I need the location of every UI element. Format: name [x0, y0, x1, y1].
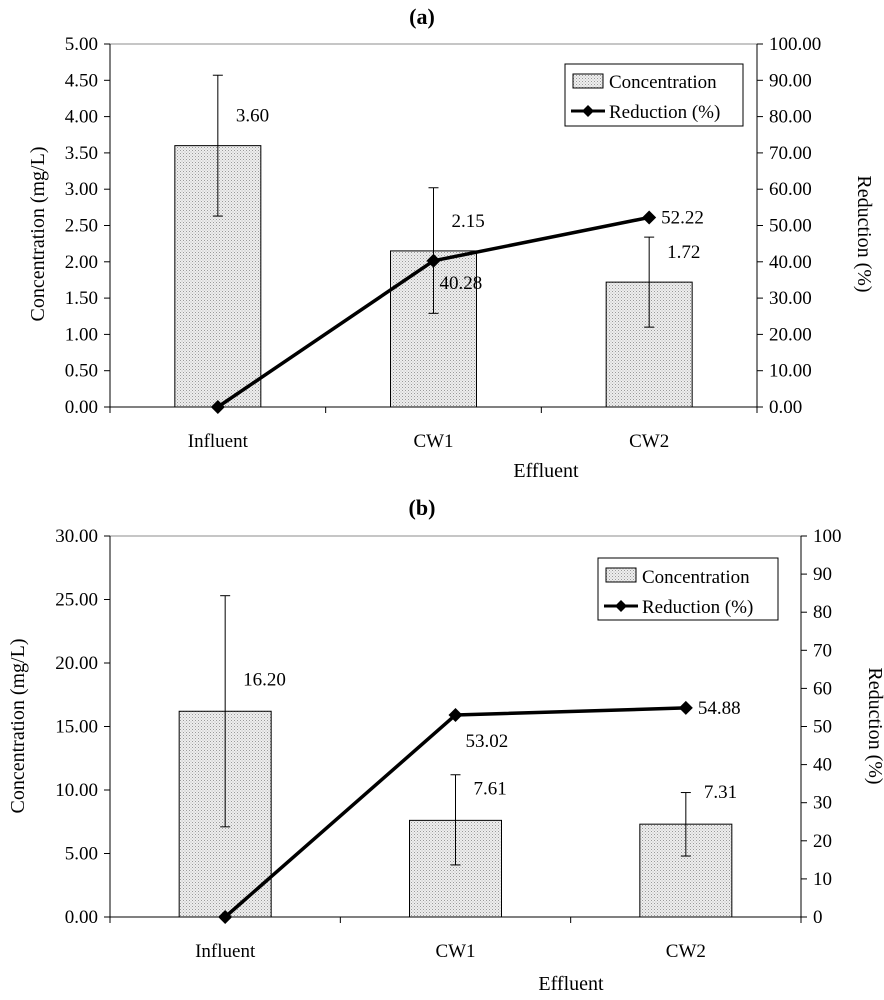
legend-marker-reduction-a: [582, 105, 594, 117]
x-tick-label-b: CW1: [435, 941, 475, 962]
bar-concentration-b: [639, 823, 733, 918]
data-label-reduction-a: 52.22: [661, 207, 704, 228]
data-label-reduction-b: 53.02: [466, 731, 509, 752]
y2-tick-label-b: 40: [813, 755, 832, 776]
legend-label-reduction-b: Reduction (%): [642, 597, 753, 618]
y2-tick-label-a: 0.00: [769, 397, 802, 418]
legend-swatch-concentration-a: [572, 73, 604, 89]
y2-axis-title-a: Reduction (%): [853, 175, 875, 292]
data-label-concentration-a: 2.15: [452, 211, 485, 232]
y-tick-label-a: 2.50: [65, 216, 98, 237]
y2-tick-label-b: 50: [813, 717, 832, 738]
reduction-marker-b: [218, 910, 233, 924]
y-tick-label-a: 4.00: [65, 107, 98, 128]
legend-a: Concentration Reduction (%): [564, 63, 744, 127]
x-tick-label-a: CW2: [629, 431, 669, 452]
panel-title-a: (a): [409, 4, 435, 29]
y2-tick-label-a: 20.00: [769, 324, 812, 345]
y-tick-label-b: 15.00: [55, 717, 98, 738]
y2-tick-label-a: 10.00: [769, 361, 812, 382]
y-tick-label-a: 0.50: [65, 361, 98, 382]
y2-tick-label-a: 70.00: [769, 143, 812, 164]
x-tick-label-b: Influent: [195, 941, 256, 962]
data-label-concentration-a: 3.60: [236, 106, 269, 127]
x-axis-title-b: Effluent: [538, 973, 604, 995]
chart-panel-a: (a) Concentration (mg/L) Reduction (%) E…: [27, 4, 875, 482]
y-tick-label-a: 4.50: [65, 70, 98, 91]
y2-tick-label-a: 80.00: [769, 107, 812, 128]
y-tick-label-a: 1.50: [65, 288, 98, 309]
y-tick-label-b: 30.00: [55, 526, 98, 547]
panel-title-b: (b): [409, 495, 436, 520]
y2-axis-title-b: Reduction (%): [864, 667, 884, 784]
y-axis-title-a: Concentration (mg/L): [27, 147, 49, 322]
x-axis-title-a: Effluent: [513, 460, 579, 482]
y2-tick-label-a: 100.00: [769, 34, 821, 55]
y-axis-title-b: Concentration (mg/L): [7, 639, 29, 814]
x-tick-label-a: Influent: [188, 431, 249, 452]
y2-tick-label-b: 20: [813, 831, 832, 852]
y2-tick-label-b: 30: [813, 793, 832, 814]
y-tick-label-b: 0.00: [65, 907, 98, 928]
y-tick-label-a: 0.00: [65, 397, 98, 418]
y2-tick-label-b: 0: [813, 907, 823, 928]
y2-tick-label-b: 70: [813, 640, 832, 661]
data-label-concentration-b: 7.61: [474, 778, 507, 799]
y2-tick-label-a: 30.00: [769, 288, 812, 309]
data-label-reduction-a: 40.28: [440, 273, 483, 294]
reduction-marker-b: [678, 700, 693, 715]
y-tick-label-a: 3.00: [65, 179, 98, 200]
y-tick-label-b: 20.00: [55, 653, 98, 674]
y2-tick-label-b: 60: [813, 678, 832, 699]
legend-label-concentration-a: Concentration: [609, 72, 717, 93]
data-label-reduction-b: 54.88: [698, 698, 741, 719]
reduction-marker-b: [448, 707, 463, 722]
chart-panel-b: (b) Concentration (mg/L) Reduction (%) E…: [7, 495, 884, 995]
y2-tick-label-b: 10: [813, 869, 832, 890]
y-tick-label-b: 25.00: [55, 590, 98, 611]
data-label-concentration-b: 7.31: [704, 782, 737, 803]
data-label-concentration-a: 1.72: [667, 242, 700, 263]
legend-label-reduction-a: Reduction (%): [609, 102, 720, 123]
y-tick-label-b: 10.00: [55, 780, 98, 801]
legend-marker-reduction-b: [615, 600, 627, 612]
y2-tick-label-a: 50.00: [769, 216, 812, 237]
legend-label-concentration-b: Concentration: [642, 567, 750, 588]
legend-b: Concentration Reduction (%): [597, 557, 779, 621]
y2-tick-label-b: 100: [813, 526, 842, 547]
y2-tick-label-a: 40.00: [769, 252, 812, 273]
x-tick-label-a: CW1: [413, 431, 453, 452]
reduction-marker-a: [210, 400, 225, 414]
reduction-marker-a: [642, 210, 657, 225]
legend-swatch-concentration-b: [605, 567, 637, 583]
data-label-concentration-b: 16.20: [243, 669, 286, 690]
y-tick-label-a: 3.50: [65, 143, 98, 164]
bar-concentration-a: [390, 250, 477, 408]
y-tick-label-a: 2.00: [65, 252, 98, 273]
y2-tick-label-b: 90: [813, 564, 832, 585]
reduction-marker-a: [426, 253, 441, 268]
y-tick-label-a: 1.00: [65, 324, 98, 345]
y-tick-label-b: 5.00: [65, 844, 98, 865]
y2-tick-label-b: 80: [813, 602, 832, 623]
y-tick-label-a: 5.00: [65, 34, 98, 55]
y2-tick-label-a: 90.00: [769, 70, 812, 91]
x-tick-label-b: CW2: [666, 941, 706, 962]
y2-tick-label-a: 60.00: [769, 179, 812, 200]
